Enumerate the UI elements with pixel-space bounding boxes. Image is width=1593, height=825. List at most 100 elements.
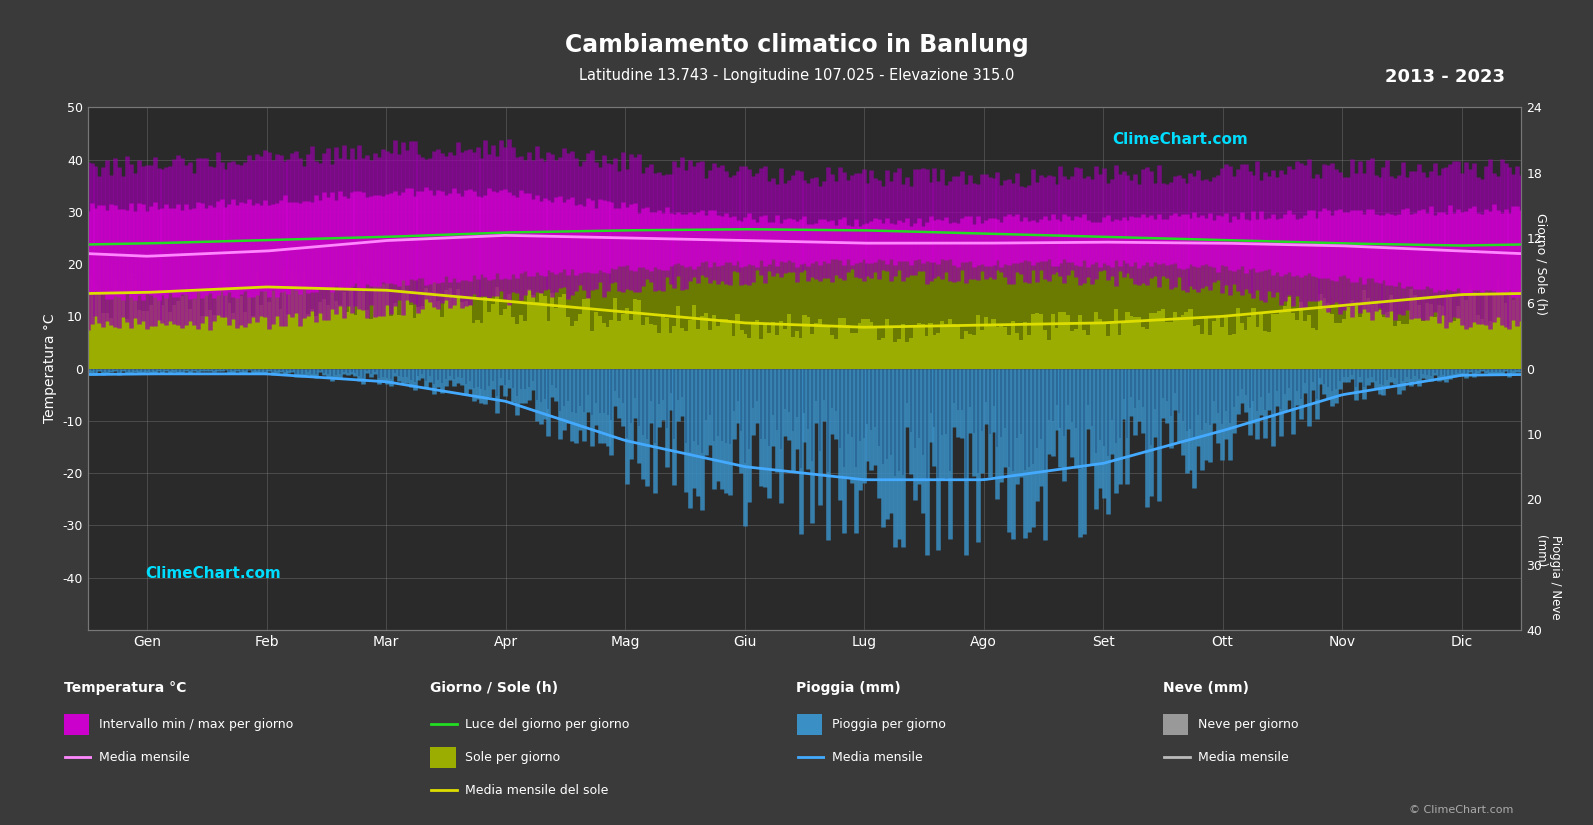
- Bar: [429, 292, 432, 369]
- Bar: [279, 309, 282, 369]
- Bar: [1405, 324, 1410, 369]
- Bar: [1472, 245, 1477, 369]
- Bar: [1421, 245, 1424, 369]
- Bar: [669, 333, 672, 369]
- Bar: [908, 337, 913, 369]
- Bar: [937, 333, 940, 369]
- Bar: [1499, 245, 1504, 369]
- Bar: [1020, 340, 1023, 369]
- Bar: [870, 230, 873, 369]
- Bar: [854, 333, 857, 369]
- Bar: [357, 271, 362, 369]
- Bar: [1298, 243, 1303, 369]
- Bar: [723, 229, 728, 369]
- Bar: [1504, 245, 1507, 369]
- Bar: [849, 230, 854, 369]
- Bar: [1153, 238, 1157, 369]
- Bar: [894, 231, 897, 369]
- Bar: [1306, 315, 1311, 369]
- Bar: [416, 307, 421, 369]
- Bar: [905, 232, 910, 369]
- Bar: [616, 230, 621, 369]
- Text: Giorno / Sole (h): Giorno / Sole (h): [430, 681, 558, 695]
- Bar: [610, 230, 613, 369]
- Bar: [1196, 239, 1201, 369]
- Bar: [1394, 244, 1397, 369]
- Bar: [1437, 245, 1440, 369]
- Bar: [696, 329, 701, 369]
- Bar: [1437, 305, 1440, 369]
- Bar: [1480, 319, 1485, 369]
- Bar: [1432, 245, 1437, 369]
- Bar: [940, 322, 945, 369]
- Bar: [728, 229, 731, 369]
- Bar: [86, 244, 89, 369]
- Bar: [215, 271, 220, 369]
- Bar: [1263, 331, 1268, 369]
- Bar: [503, 233, 507, 369]
- Bar: [929, 232, 932, 369]
- Bar: [1461, 246, 1464, 369]
- Bar: [1397, 322, 1402, 369]
- Bar: [624, 230, 629, 369]
- Bar: [1338, 323, 1343, 369]
- Bar: [707, 330, 712, 369]
- Bar: [386, 237, 389, 369]
- Bar: [1464, 246, 1469, 369]
- Bar: [1424, 245, 1429, 369]
- Text: Luce del giorno per giorno: Luce del giorno per giorno: [465, 718, 629, 731]
- Bar: [857, 230, 862, 369]
- Bar: [271, 240, 276, 369]
- Bar: [1012, 321, 1015, 369]
- Bar: [573, 321, 578, 369]
- Bar: [1260, 312, 1263, 369]
- Bar: [1515, 244, 1520, 369]
- Bar: [247, 241, 252, 369]
- Bar: [558, 232, 562, 369]
- Bar: [830, 335, 835, 369]
- Bar: [204, 288, 207, 369]
- Bar: [156, 243, 161, 369]
- Bar: [573, 231, 578, 369]
- Bar: [188, 309, 193, 369]
- Bar: [1445, 245, 1448, 369]
- Bar: [940, 233, 945, 369]
- Bar: [405, 236, 409, 369]
- Bar: [94, 286, 97, 369]
- Bar: [530, 232, 535, 369]
- Bar: [1327, 304, 1330, 369]
- Bar: [1086, 237, 1090, 369]
- Bar: [1244, 241, 1247, 369]
- Bar: [1389, 244, 1394, 369]
- Bar: [1157, 238, 1161, 369]
- Bar: [413, 318, 417, 369]
- Bar: [124, 319, 129, 369]
- Bar: [180, 243, 185, 369]
- Bar: [862, 319, 865, 369]
- Bar: [782, 329, 787, 369]
- Bar: [444, 234, 448, 369]
- Bar: [468, 305, 472, 369]
- Bar: [849, 333, 854, 369]
- Bar: [640, 325, 645, 369]
- Bar: [691, 229, 696, 369]
- Bar: [1129, 316, 1134, 369]
- Bar: [889, 326, 894, 369]
- Bar: [1058, 312, 1063, 369]
- Bar: [581, 299, 586, 369]
- Bar: [1137, 317, 1141, 369]
- Bar: [1512, 299, 1515, 369]
- Bar: [578, 314, 581, 369]
- Bar: [172, 243, 177, 369]
- Bar: [774, 229, 779, 369]
- Bar: [1491, 245, 1496, 369]
- Bar: [228, 303, 231, 369]
- Bar: [298, 288, 303, 369]
- Bar: [1512, 245, 1515, 369]
- Bar: [530, 295, 535, 369]
- Bar: [1461, 295, 1464, 369]
- Bar: [1169, 238, 1172, 369]
- Bar: [1386, 244, 1389, 369]
- Bar: [452, 298, 456, 369]
- Bar: [311, 309, 314, 369]
